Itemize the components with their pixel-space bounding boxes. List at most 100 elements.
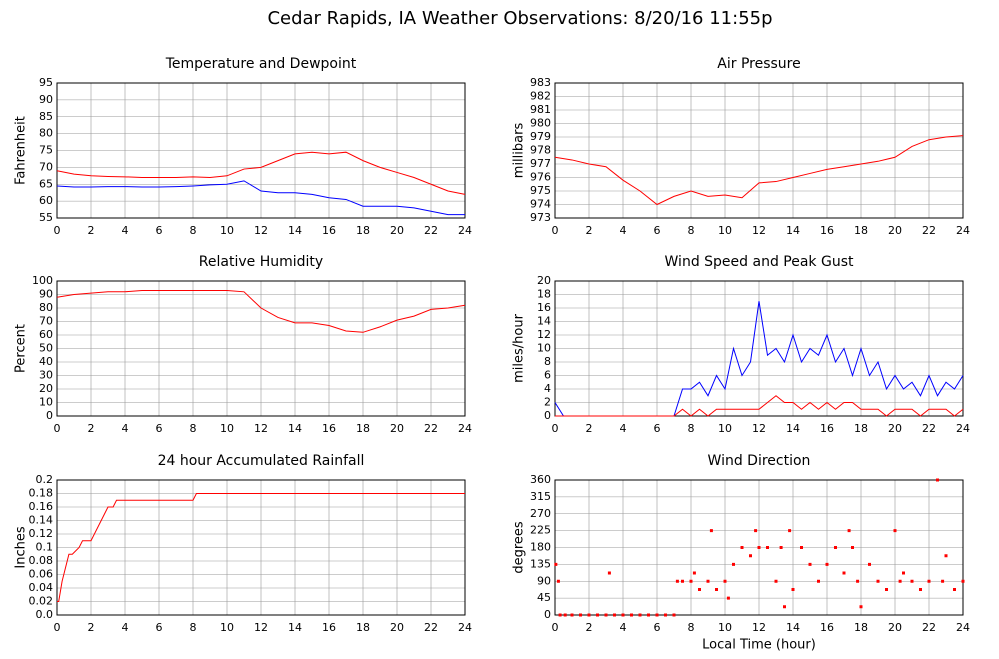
- x-tick-label: 24: [956, 224, 970, 237]
- x-tick-label: 2: [586, 621, 593, 634]
- x-tick-label: 6: [654, 422, 661, 435]
- y-tick-label: 14: [537, 315, 551, 328]
- y-tick-label: 60: [39, 328, 53, 341]
- x-tick-label: 14: [786, 224, 800, 237]
- y-tick-label: 16: [537, 301, 551, 314]
- point: [825, 562, 829, 566]
- chart-title: Temperature and Dewpoint: [165, 56, 357, 72]
- point: [842, 571, 846, 575]
- y-tick-label: 0.14: [29, 514, 54, 527]
- x-tick-label: 24: [458, 621, 472, 634]
- plot-frame: [554, 82, 964, 219]
- x-tick-label: 22: [424, 422, 438, 435]
- x-axis-label: Local Time (hour): [702, 638, 816, 653]
- x-tick-label: 6: [654, 224, 661, 237]
- point: [664, 613, 667, 617]
- plot-frame: [56, 280, 466, 417]
- y-tick-label: 978: [530, 144, 551, 157]
- point: [817, 579, 820, 583]
- point: [757, 546, 761, 549]
- y-tick-label: 973: [530, 211, 551, 224]
- chart-title: Air Pressure: [717, 56, 800, 72]
- y-axis-label: miles/hour: [512, 313, 527, 382]
- x-tick-label: 2: [88, 621, 95, 634]
- x-tick-label: 20: [390, 422, 404, 435]
- x-tick-label: 16: [322, 422, 336, 435]
- x-tick-label: 8: [688, 621, 695, 634]
- line: [56, 180, 465, 216]
- chart-title: 24 hour Accumulated Rainfall: [158, 453, 365, 469]
- point: [638, 613, 642, 617]
- line: [57, 493, 465, 602]
- point: [953, 588, 956, 591]
- x-tick-label: 0: [54, 621, 61, 634]
- y-tick-label: 270: [530, 507, 551, 520]
- y-tick-label: 95: [39, 76, 53, 89]
- x-tick-label: 8: [688, 224, 695, 237]
- x-tick-label: 16: [820, 621, 834, 634]
- y-tick-label: 10: [39, 396, 53, 409]
- y-tick-label: 977: [530, 157, 551, 170]
- point: [630, 613, 633, 617]
- point: [596, 613, 599, 617]
- y-tick-label: 0.04: [29, 581, 54, 594]
- point: [554, 562, 558, 566]
- x-tick-label: 20: [888, 422, 902, 435]
- point: [868, 562, 871, 566]
- point: [698, 588, 701, 591]
- point: [613, 613, 616, 617]
- point: [706, 579, 710, 583]
- y-tick-label: 90: [39, 93, 53, 106]
- x-tick-label: 10: [220, 224, 234, 237]
- x-tick-label: 8: [190, 422, 197, 435]
- x-tick-label: 4: [620, 224, 627, 237]
- x-tick-label: 18: [854, 621, 868, 634]
- x-tick-label: 16: [820, 422, 834, 435]
- x-tick-label: 14: [288, 621, 302, 634]
- line: [554, 135, 964, 206]
- y-tick-label: 50: [39, 342, 53, 355]
- x-tick-label: 12: [254, 621, 268, 634]
- y-axis-label: Fahrenheit: [14, 116, 29, 185]
- x-tick-label: 6: [156, 422, 163, 435]
- y-tick-label: 0.18: [29, 487, 54, 500]
- x-tick-label: 10: [718, 422, 732, 435]
- point: [800, 546, 803, 549]
- point: [885, 588, 888, 591]
- y-tick-label: 80: [39, 127, 53, 140]
- y-tick-label: 976: [530, 171, 551, 184]
- point: [579, 613, 582, 617]
- point: [944, 554, 948, 558]
- point: [927, 579, 931, 583]
- point: [898, 579, 902, 583]
- point: [936, 478, 939, 482]
- x-tick-label: 20: [888, 621, 902, 634]
- x-tick-label: 4: [122, 224, 129, 237]
- point: [851, 546, 854, 549]
- x-tick-label: 16: [820, 224, 834, 237]
- y-tick-label: 100: [32, 274, 53, 287]
- x-tick-label: 20: [390, 621, 404, 634]
- point: [715, 588, 718, 591]
- x-tick-label: 12: [254, 422, 268, 435]
- x-tick-label: 18: [854, 422, 868, 435]
- point: [893, 529, 897, 533]
- point: [570, 613, 574, 617]
- x-tick-label: 12: [752, 422, 766, 435]
- y-tick-label: 60: [39, 194, 53, 207]
- x-tick-label: 24: [458, 422, 472, 435]
- point: [779, 546, 783, 549]
- point: [788, 529, 792, 533]
- y-tick-label: 85: [39, 110, 53, 123]
- point: [726, 596, 730, 600]
- plot-frame: [56, 479, 466, 616]
- y-tick-label: 0: [544, 409, 551, 422]
- y-tick-label: 225: [530, 524, 551, 537]
- x-tick-label: 24: [956, 621, 970, 634]
- y-tick-label: 983: [530, 76, 551, 89]
- point: [847, 529, 851, 533]
- y-tick-label: 360: [530, 473, 551, 486]
- x-tick-label: 4: [620, 422, 627, 435]
- x-tick-label: 4: [122, 621, 129, 634]
